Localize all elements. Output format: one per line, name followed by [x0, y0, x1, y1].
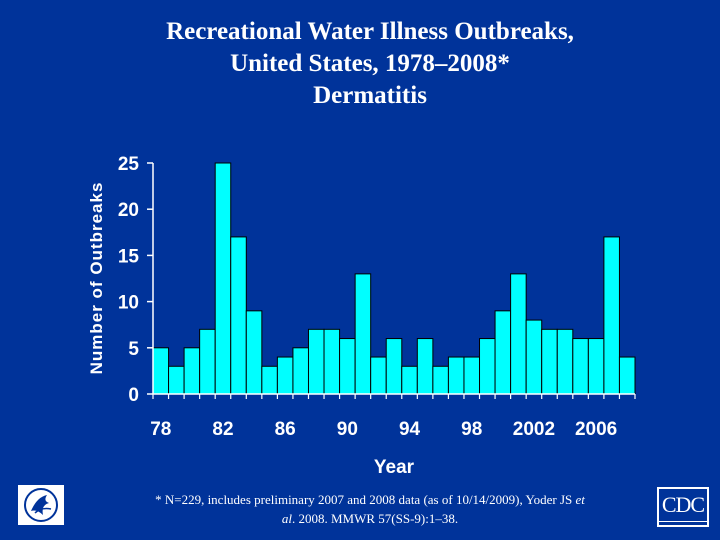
bar-1985: [261, 365, 278, 395]
bar-1990: [339, 338, 356, 395]
y-axis-title: Number of Outbreaks: [87, 182, 106, 375]
bar-1980: [183, 347, 201, 395]
chart-title-line-2: United States, 1978–2008*: [230, 50, 510, 77]
bar-1981: [199, 328, 216, 395]
bar-1983: [230, 236, 247, 395]
bar-2002: [525, 319, 543, 395]
y-tick-label-15: 15: [118, 246, 140, 267]
bar-1979: [168, 365, 185, 395]
hhs-logo: [18, 485, 64, 525]
bar-1988: [307, 328, 325, 395]
bar-1986: [276, 356, 294, 395]
cdc-logo-text: CDC: [659, 489, 707, 521]
bar-chart: 0 5 10 15 20 25 78 82 86 90 94 98 2002 2006 Year Number…: [87, 154, 636, 478]
footnote-main: * N=229, includes preliminary 2007 and 2…: [155, 492, 576, 507]
x-tick-label-2006: 2006: [575, 419, 617, 440]
x-tick-label-98: 98: [461, 419, 482, 440]
cdc-logo: CDC: [657, 487, 709, 527]
x-tick-label-94: 94: [399, 419, 421, 440]
bar-1982: [214, 162, 232, 395]
bar-2008: [618, 356, 636, 395]
bar-1996: [432, 365, 449, 395]
bar-2003: [541, 328, 558, 395]
footnote: * N=229, includes preliminary 2007 and 2…: [80, 490, 660, 528]
x-axis-title: Year: [374, 457, 415, 478]
x-tick-label-2002: 2002: [513, 419, 555, 440]
hhs-eagle-icon: [24, 488, 58, 522]
bar-1984: [245, 310, 263, 395]
bar-2006: [587, 338, 605, 395]
bar-1993: [385, 338, 403, 395]
bar-2007: [603, 236, 620, 395]
bar-1978: [152, 347, 170, 395]
bar-1987: [292, 347, 309, 395]
footnote-rest: . 2008. MMWR 57(SS-9):1–38.: [292, 511, 459, 526]
footnote-et: et: [575, 492, 585, 507]
x-tick-label-86: 86: [275, 419, 296, 440]
bar-1997: [447, 356, 465, 395]
y-tick-label-10: 10: [118, 293, 139, 314]
bar-2004: [556, 328, 574, 395]
bar-1995: [416, 338, 434, 395]
chart-title: Recreational Water Illness Outbreaks, Un…: [40, 16, 700, 112]
bar-1992: [370, 356, 387, 395]
x-tick-label-78: 78: [150, 419, 171, 440]
bar-1991: [354, 273, 372, 395]
bar-2000: [494, 310, 512, 395]
bar-2005: [572, 338, 589, 395]
bar-1998: [463, 356, 481, 395]
y-tick-label-0: 0: [128, 385, 139, 406]
x-tick-label-82: 82: [212, 419, 233, 440]
y-tick-label-20: 20: [118, 200, 139, 221]
y-tick-label-25: 25: [118, 154, 140, 175]
bar-1994: [401, 365, 418, 395]
chart-title-line-1: Recreational Water Illness Outbreaks,: [166, 18, 574, 45]
bar-2001: [510, 273, 527, 395]
chart-title-line-3: Dermatitis: [313, 82, 427, 109]
cdc-logo-underline: [659, 522, 707, 525]
x-tick-label-90: 90: [337, 419, 358, 440]
y-tick-label-5: 5: [128, 339, 139, 360]
bar-1989: [323, 328, 341, 395]
bar-1999: [479, 338, 496, 395]
footnote-al: al: [281, 511, 292, 526]
